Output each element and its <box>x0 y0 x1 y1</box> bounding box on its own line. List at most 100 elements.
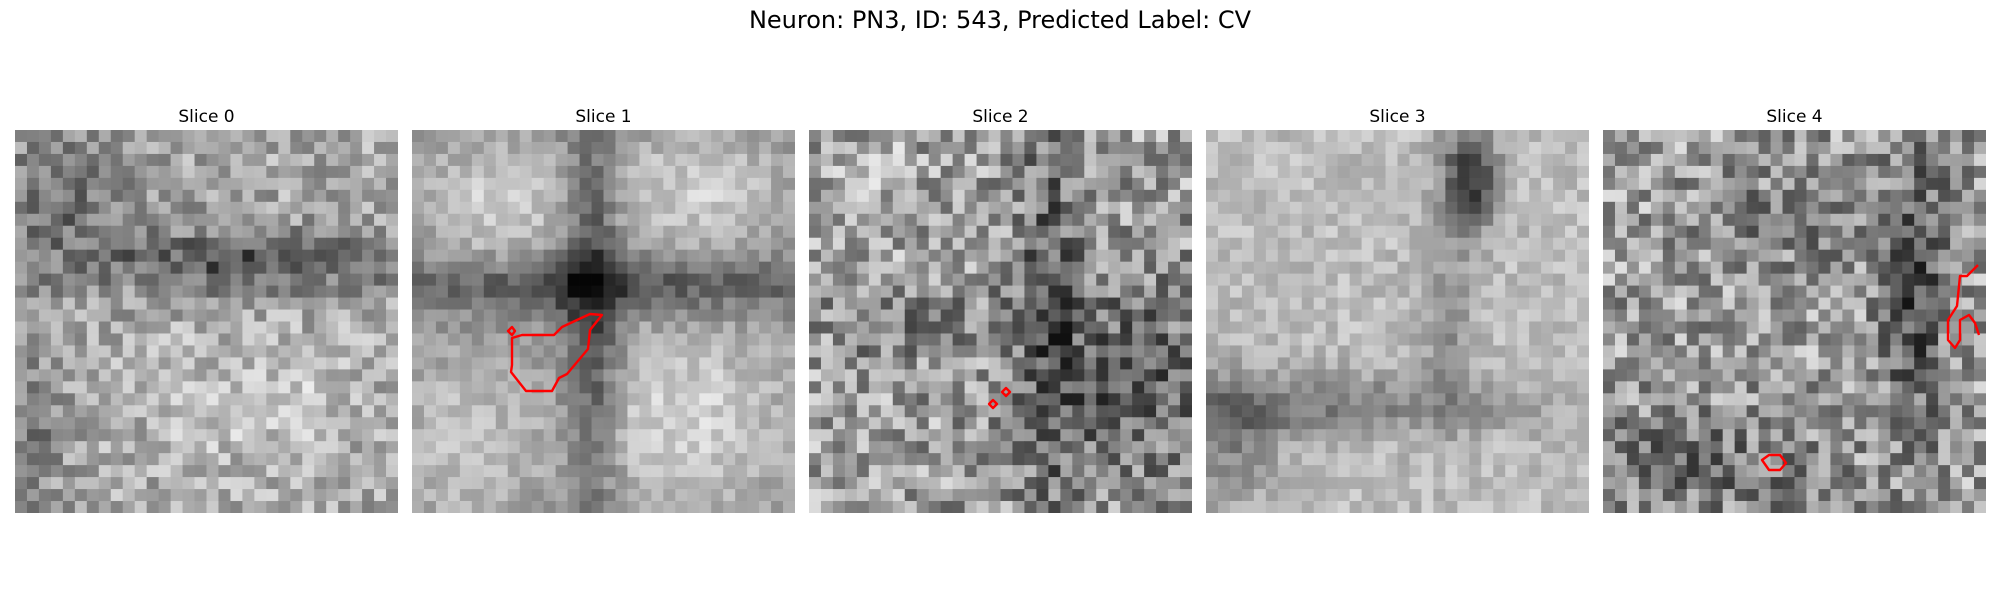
pixel-cell <box>1938 165 1951 179</box>
pixel-cell <box>952 357 965 370</box>
pixel-cell <box>1686 309 1700 322</box>
pixel-cell <box>242 201 255 215</box>
pixel-cell <box>1614 213 1628 227</box>
pixel-cell <box>1385 393 1398 406</box>
pixel-cell <box>1517 333 1530 346</box>
pixel-cell <box>158 369 171 382</box>
pixel-cell <box>1289 501 1303 513</box>
pixel-cell <box>1638 297 1652 310</box>
pixel-cell <box>471 153 485 167</box>
pixel-cell <box>1698 177 1712 191</box>
pixel-cell <box>1373 273 1386 286</box>
pixel-cell <box>1253 357 1267 370</box>
pixel-cell <box>1012 165 1025 179</box>
pixel-cell <box>1878 201 1891 215</box>
pixel-cell <box>110 249 124 263</box>
pixel-cell <box>904 429 918 442</box>
pixel-cell <box>98 417 112 430</box>
pixel-cell <box>1156 177 1169 191</box>
pixel-cell <box>663 417 676 430</box>
pixel-cell <box>976 429 989 442</box>
pixel-cell <box>783 393 795 406</box>
pixel-cell <box>1577 177 1589 191</box>
pixel-cell <box>591 345 604 358</box>
pixel-cell <box>1349 309 1362 322</box>
pixel-cell <box>1108 429 1121 442</box>
pixel-cell <box>1481 321 1494 334</box>
pixel-cell <box>928 165 942 179</box>
pixel-cell <box>1710 237 1724 251</box>
pixel-cell <box>651 249 664 263</box>
pixel-cell <box>1253 189 1267 203</box>
pixel-cell <box>38 297 52 310</box>
pixel-cell <box>1144 297 1157 310</box>
pixel-cell <box>868 405 882 418</box>
pixel-cell <box>711 321 724 334</box>
pixel-cell <box>567 417 580 430</box>
pixel-cell <box>386 309 398 322</box>
pixel-cell <box>1421 273 1434 286</box>
pixel-cell <box>1024 201 1037 215</box>
pixel-cell <box>278 357 291 370</box>
pixel-cell <box>771 357 784 370</box>
pixel-cell <box>1553 501 1566 513</box>
pixel-cell <box>1457 153 1470 167</box>
pixel-cell <box>158 489 171 502</box>
pixel-cell <box>350 489 363 502</box>
pixel-cell <box>1710 309 1724 322</box>
pixel-cell <box>543 417 557 430</box>
pixel-cell <box>1710 165 1724 179</box>
pixel-cell <box>1361 165 1374 179</box>
pixel-cell <box>1650 381 1664 394</box>
pixel-cell <box>1289 381 1303 394</box>
pixel-cell <box>1806 165 1819 179</box>
pixel-cell <box>543 165 557 179</box>
pixel-cell <box>1493 213 1506 227</box>
pixel-cell <box>1577 237 1589 251</box>
pixel-cell <box>1445 381 1458 394</box>
pixel-cell <box>711 285 724 298</box>
pixel-cell <box>711 261 724 275</box>
pixel-cell <box>591 369 604 382</box>
pixel-cell <box>459 417 473 430</box>
pixel-cell <box>868 261 882 275</box>
pixel-cell <box>1206 381 1219 394</box>
pixel-cell <box>988 165 1001 179</box>
pixel-cell <box>134 249 148 263</box>
pixel-cell <box>615 369 628 382</box>
pixel-cell <box>314 333 327 346</box>
pixel-cell <box>928 213 942 227</box>
pixel-cell <box>856 261 870 275</box>
pixel-cell <box>663 237 676 251</box>
pixel-cell <box>1770 405 1783 418</box>
pixel-cell <box>964 177 977 191</box>
pixel-cell <box>15 405 28 418</box>
pixel-cell <box>290 297 303 310</box>
pixel-cell <box>783 345 795 358</box>
pixel-cell <box>1890 201 1903 215</box>
pixel-cell <box>50 141 64 155</box>
pixel-cell <box>603 141 616 155</box>
pixel-cell <box>447 285 461 298</box>
pixel-cell <box>904 213 918 227</box>
pixel-cell <box>206 489 219 502</box>
pixel-cell <box>1890 345 1903 358</box>
pixel-cell <box>531 489 545 502</box>
pixel-cell <box>483 417 497 430</box>
pixel-cell <box>1385 189 1398 203</box>
pixel-cell <box>1505 130 1518 143</box>
pixel-cell <box>1349 213 1362 227</box>
pixel-cell <box>856 369 870 382</box>
pixel-cell <box>98 441 112 454</box>
pixel-cell <box>892 357 906 370</box>
pixel-cell <box>278 489 291 502</box>
pixel-cell <box>26 441 40 454</box>
pixel-cell <box>1325 441 1339 454</box>
pixel-cell <box>687 345 700 358</box>
pixel-cell <box>1036 165 1049 179</box>
pixel-cell <box>1229 453 1243 466</box>
pixel-cell <box>1433 369 1446 382</box>
pixel-cell <box>567 345 580 358</box>
pixel-cell <box>615 153 628 167</box>
pixel-cell <box>1626 285 1640 298</box>
